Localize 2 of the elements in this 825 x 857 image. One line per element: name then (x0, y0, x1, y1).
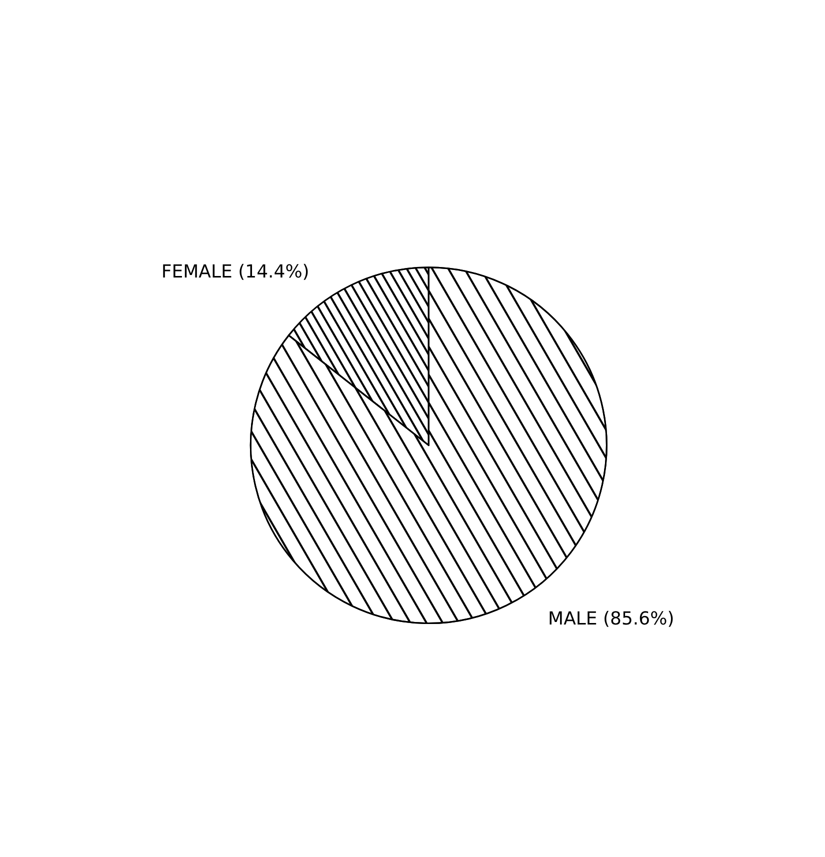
slice-label: FEMALE (14.4%) (161, 261, 310, 282)
slice-label: MALE (85.6%) (548, 608, 674, 630)
